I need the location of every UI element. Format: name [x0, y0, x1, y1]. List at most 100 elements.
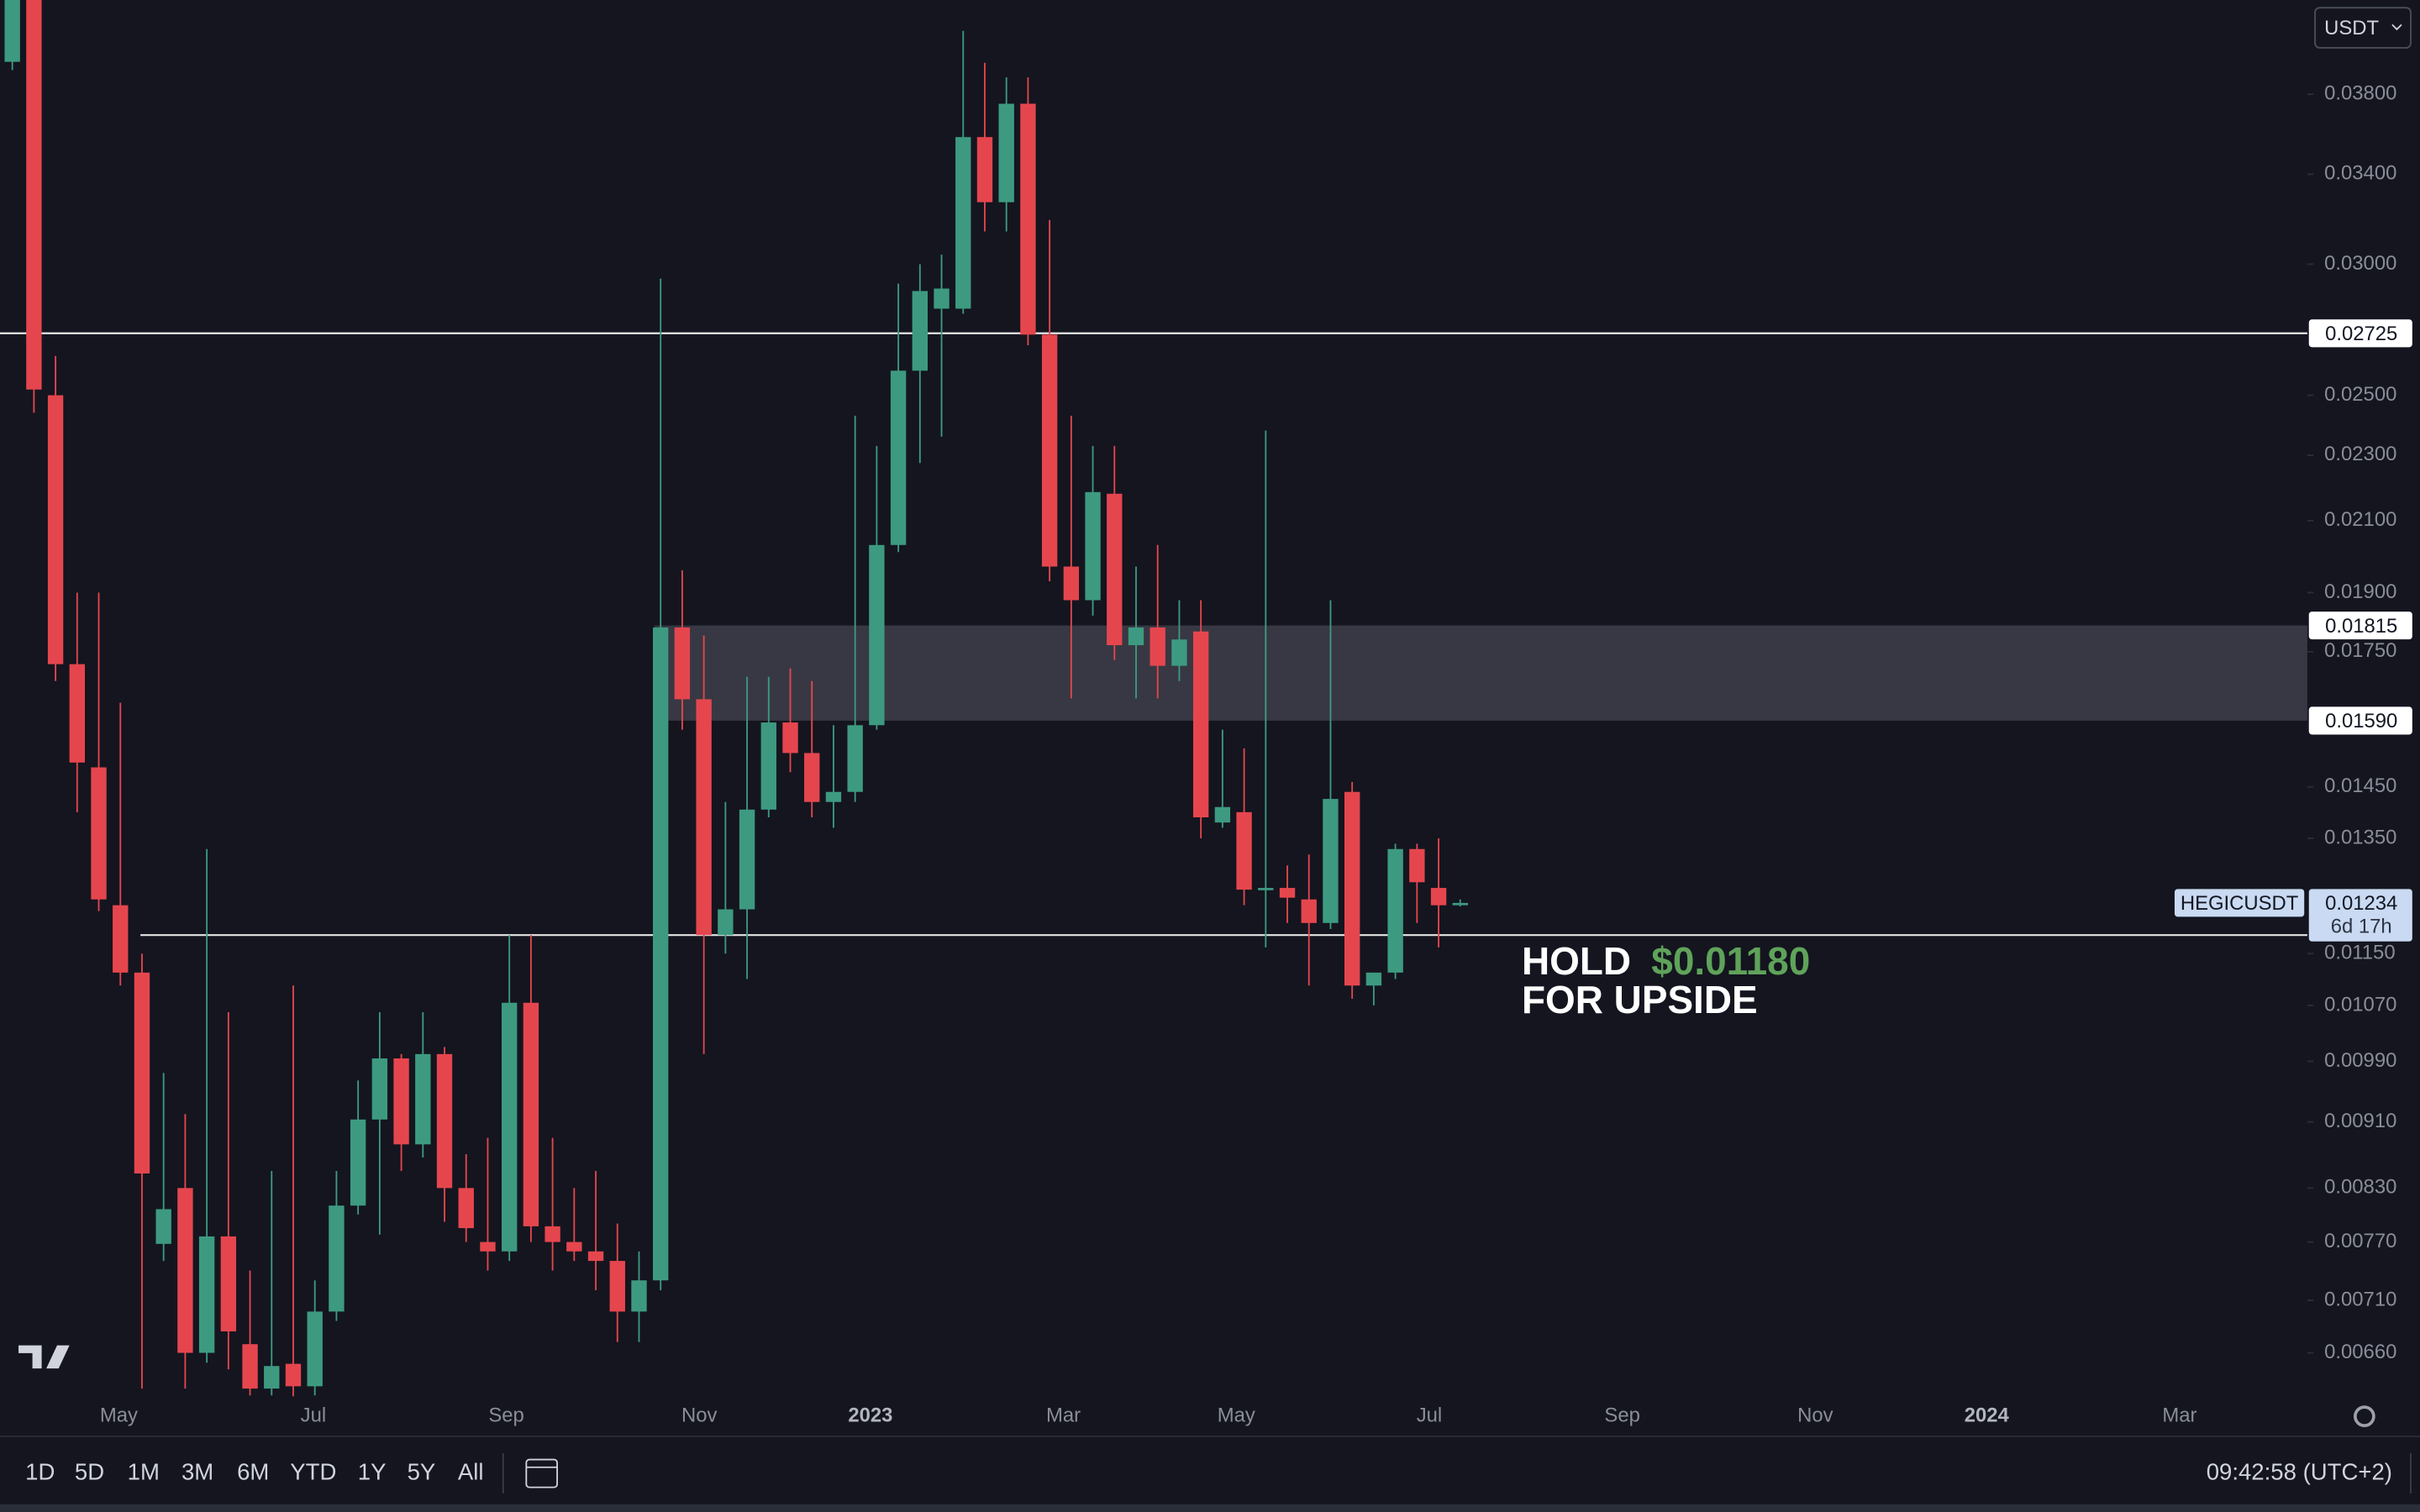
candle-body	[1128, 627, 1144, 646]
candle-body	[609, 1261, 625, 1312]
y-tick-label: 0.00660	[2324, 1341, 2396, 1363]
x-tick-label: Mar	[1046, 1404, 1081, 1426]
logo	[18, 1345, 70, 1369]
candle-body	[4, 0, 20, 62]
zone-low-price-label: 0.01590	[2325, 710, 2397, 732]
candle-body	[26, 0, 42, 390]
y-tick-label: 0.00770	[2324, 1230, 2396, 1252]
settings-icon[interactable]	[2354, 1405, 2375, 1427]
candle-body	[674, 627, 691, 700]
range-button[interactable]: 1M	[128, 1458, 160, 1484]
candle-body	[1387, 848, 1403, 973]
x-tick-label: May	[1218, 1404, 1255, 1426]
candle-body	[1258, 888, 1274, 890]
candle-body	[436, 1053, 453, 1189]
range-button[interactable]: 6M	[237, 1458, 269, 1484]
candle-body	[804, 753, 820, 802]
candle-body	[1192, 631, 1209, 817]
y-tick-label: 0.02500	[2324, 383, 2396, 406]
candle-body	[1171, 639, 1187, 666]
candle-body	[739, 809, 755, 910]
labels: 0.03800 0.03400 0.03000 0.02500 0.02300 0.021…	[100, 81, 2412, 1426]
candle-body	[91, 767, 107, 900]
candle-body	[1409, 848, 1425, 883]
level-price-box	[2308, 319, 2412, 348]
symbol-box	[2174, 889, 2305, 917]
candle-body	[1063, 566, 1080, 601]
candle-body	[242, 1344, 258, 1389]
zone-layer	[0, 332, 2307, 937]
candles	[4, 0, 1468, 1397]
candle-body	[566, 1242, 582, 1252]
clock: 09:42:58 (UTC+2)	[2207, 1458, 2392, 1484]
currency-button[interactable]	[2314, 7, 2412, 49]
candle-body	[869, 544, 885, 726]
calendar-icon[interactable]	[525, 1458, 558, 1488]
candle-body	[69, 664, 85, 763]
y-tick-label: 0.01350	[2324, 826, 2396, 848]
annotation-hold: HOLD	[1522, 939, 1631, 983]
zone-high-price-box	[2308, 612, 2412, 640]
x-tick-label: Nov	[1797, 1404, 1833, 1426]
range-button[interactable]: 3M	[182, 1458, 213, 1484]
y-tick-label: 0.03400	[2324, 162, 2396, 185]
range-button[interactable]: 1Y	[358, 1458, 387, 1484]
candle-body	[847, 725, 863, 792]
candle-body	[134, 972, 150, 1173]
y-tick-label: 0.02300	[2324, 443, 2396, 465]
candle-body	[393, 1058, 409, 1145]
currency-label[interactable]: USDT	[2324, 17, 2379, 39]
dropdown-caret[interactable]	[2391, 24, 2402, 31]
x-tick-label: 2023	[848, 1404, 892, 1426]
y-tick-label: 0.02100	[2324, 508, 2396, 531]
candle-body	[631, 1280, 647, 1312]
y-tick-label: 0.01900	[2324, 580, 2396, 603]
candle-body	[220, 1236, 237, 1331]
y-tick-label: 0.03000	[2324, 252, 2396, 275]
candle-body	[998, 103, 1014, 202]
candle-body	[782, 722, 798, 753]
x-tick-label: Jul	[301, 1404, 327, 1426]
bottom-strip	[0, 1504, 2420, 1512]
y-tick-label: 0.00990	[2324, 1049, 2396, 1072]
candle-body	[1214, 806, 1231, 823]
candle-body	[1323, 799, 1339, 923]
range-button[interactable]: YTD	[290, 1458, 336, 1484]
candle-body	[307, 1311, 323, 1387]
candle-body	[458, 1188, 474, 1229]
range-button[interactable]: All	[458, 1458, 484, 1484]
price-tag-label: 0.01234	[2325, 892, 2397, 915]
candle-body	[1279, 888, 1296, 898]
candle-body	[371, 1058, 388, 1120]
candle-body	[955, 137, 971, 309]
candle-body	[890, 370, 907, 545]
range-button[interactable]: 1D	[25, 1458, 55, 1484]
candle-body	[718, 909, 734, 936]
x-tick-label: Sep	[1604, 1404, 1639, 1426]
candle-body	[198, 1236, 215, 1353]
y-tick-label: 0.00710	[2324, 1288, 2396, 1310]
symbol-label: HEGICUSDT	[2181, 892, 2299, 915]
candle-body	[544, 1226, 560, 1242]
candle-body	[501, 1002, 518, 1252]
range-button[interactable]: 5Y	[408, 1458, 436, 1484]
x-tick-label: Mar	[2162, 1404, 2196, 1426]
candle-body	[976, 137, 993, 202]
annotation-price: $0.01180	[1651, 939, 1810, 983]
y-tick-label: 0.01450	[2324, 774, 2396, 797]
y-tick-label: 0.03800	[2324, 81, 2396, 104]
candle-body	[113, 905, 129, 973]
candle-body	[480, 1242, 496, 1252]
candle-body	[1452, 902, 1468, 906]
candle-body	[760, 722, 776, 810]
candle-body	[1365, 972, 1382, 986]
candle-body	[523, 1002, 539, 1226]
range-button[interactable]: 5D	[75, 1458, 104, 1484]
candle-body	[912, 291, 929, 371]
candle-body	[1085, 491, 1101, 601]
candle-body	[155, 1209, 171, 1244]
candle-body	[177, 1188, 193, 1353]
x-tick-label: Nov	[681, 1404, 717, 1426]
